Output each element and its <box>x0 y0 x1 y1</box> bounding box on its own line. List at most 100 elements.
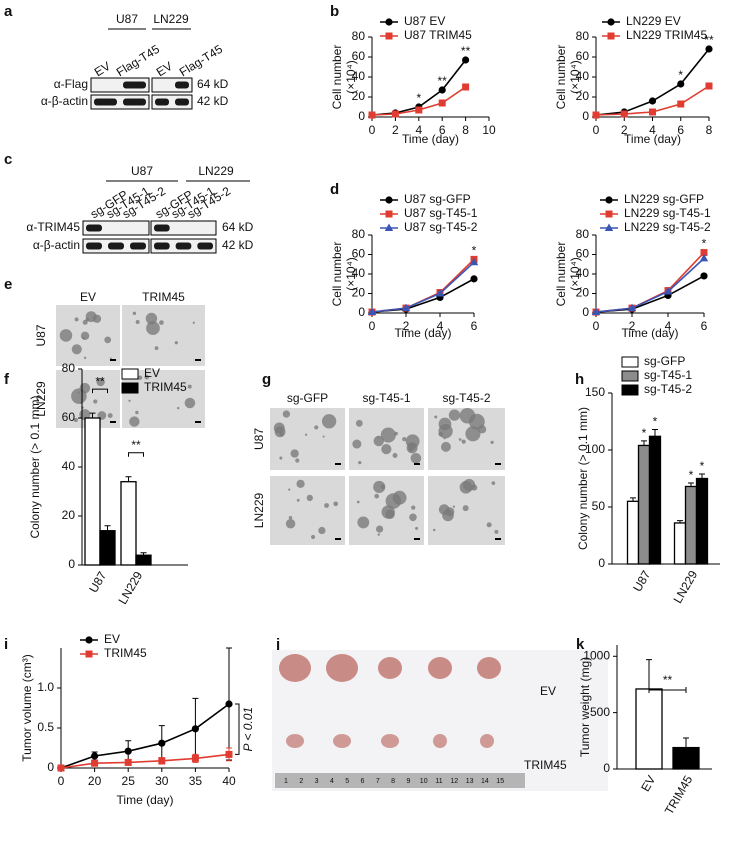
annotation: ** <box>663 673 673 687</box>
y-tick-label: 20 <box>352 286 366 300</box>
significance-bracket <box>235 703 240 755</box>
error-bar <box>683 737 689 748</box>
colony <box>135 319 140 324</box>
data-point <box>705 45 713 53</box>
error-bar <box>652 428 658 437</box>
x-tick-label: 6 <box>701 319 708 333</box>
error-bar <box>641 440 647 446</box>
annotation: P < 0.01 <box>241 707 255 752</box>
data-point <box>705 82 713 90</box>
y-axis-label: Cell number <box>330 45 344 110</box>
colony <box>434 415 438 419</box>
panel-label: g <box>262 371 271 388</box>
legend-label: sg-GFP <box>644 354 685 368</box>
x-tick-label: 40 <box>222 774 236 788</box>
blot-band <box>130 242 146 250</box>
y-axis-label: (×10⁴) <box>568 60 582 94</box>
series-line <box>595 275 705 313</box>
x-tick-label: 30 <box>155 774 169 788</box>
blot-band <box>155 98 169 106</box>
y-tick-label: 60 <box>62 410 76 424</box>
x-tick-label: 4 <box>649 123 656 137</box>
image-column-label: sg-T45-1 <box>362 391 410 405</box>
colony <box>381 505 395 519</box>
colony <box>174 341 178 345</box>
blot-band <box>86 224 102 232</box>
photo-label: TRIM45 <box>524 758 567 772</box>
legend-marker <box>385 196 393 204</box>
ruler-number: 6 <box>361 778 365 785</box>
tumor <box>428 657 452 679</box>
y-tick-label: 0 <box>603 761 610 775</box>
x-tick-label: U87 <box>86 569 109 595</box>
bar <box>672 746 700 770</box>
annotation: ** <box>704 33 714 47</box>
colony <box>459 407 476 424</box>
data-point <box>462 56 470 64</box>
ruler <box>275 773 525 788</box>
panel-label: k <box>576 636 585 653</box>
tumor <box>286 734 304 748</box>
legend-swatch <box>121 368 139 380</box>
x-tick-label: 25 <box>122 774 136 788</box>
antibody-label: α-TRIM45 <box>26 220 80 234</box>
bar <box>648 435 662 565</box>
annotation: * <box>702 237 707 251</box>
colony <box>176 406 180 410</box>
colony <box>408 448 413 452</box>
colony <box>314 425 319 430</box>
significance-bracket <box>648 687 687 693</box>
tumor <box>477 657 501 679</box>
x-tick-label: 2 <box>392 123 399 137</box>
blot-band <box>175 98 189 106</box>
data-point <box>591 307 601 316</box>
colony <box>290 449 299 458</box>
x-tick-label: 4 <box>437 319 444 333</box>
legend-label: LN229 TRIM45 <box>626 28 707 42</box>
y-axis-label: Cell number <box>554 242 568 307</box>
antibody-label: α-β-actin <box>33 238 80 252</box>
y-axis-label: (×10⁴) <box>568 257 582 291</box>
colony <box>321 414 337 429</box>
colony <box>459 481 473 494</box>
panel-label: b <box>330 3 339 20</box>
colony <box>318 526 326 535</box>
bar <box>684 485 698 565</box>
bar <box>84 417 101 566</box>
image-row-label: U87 <box>34 324 48 346</box>
data-point <box>620 110 628 118</box>
colony <box>296 498 300 502</box>
colony <box>486 522 492 528</box>
colony <box>80 331 90 341</box>
colony <box>432 528 436 532</box>
image-column-label: EV <box>80 290 96 304</box>
y-tick-label: 80 <box>576 227 590 241</box>
legend-label: sg-T45-1 <box>644 368 692 382</box>
colony <box>357 516 370 529</box>
annotation: * <box>700 459 705 473</box>
y-tick-label: 100 <box>585 442 605 456</box>
colony <box>438 431 444 437</box>
blot-band <box>123 98 146 106</box>
x-axis-label: Time (day) <box>402 132 459 146</box>
x-tick-label: 20 <box>88 774 102 788</box>
blot-band <box>154 224 170 232</box>
image-column-label: sg-T45-2 <box>442 391 490 405</box>
y-tick-label: 0 <box>582 305 589 319</box>
y-tick-label: 40 <box>352 69 366 83</box>
colony <box>192 321 195 324</box>
tumor <box>381 734 399 748</box>
data-point <box>368 111 376 119</box>
annotation: * <box>416 91 421 105</box>
colony <box>145 312 158 325</box>
colony <box>490 440 494 445</box>
blot-frame <box>82 220 150 236</box>
panel-label: a <box>4 3 13 20</box>
y-tick-label: 20 <box>62 508 76 522</box>
colony <box>448 409 461 421</box>
series-line <box>595 48 710 116</box>
colony <box>159 320 164 325</box>
y-tick-label: 0 <box>358 305 365 319</box>
lane-label: EV <box>154 59 175 79</box>
y-axis-label: Colony number (> 0.1 mm) <box>28 395 42 538</box>
